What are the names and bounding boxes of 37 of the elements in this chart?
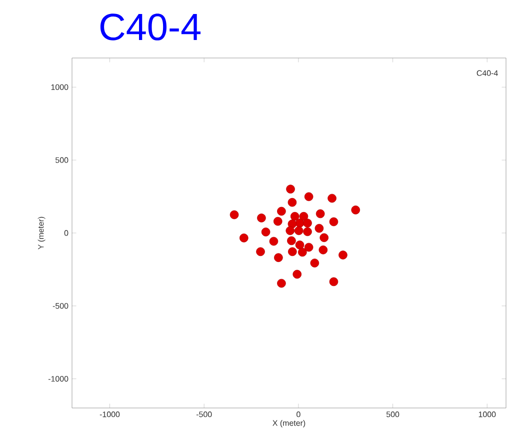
point	[338, 250, 348, 260]
point	[287, 236, 296, 246]
point	[288, 198, 297, 207]
point	[292, 270, 302, 279]
chart-title: C40-4	[100, 14, 201, 40]
point	[290, 212, 300, 221]
point	[351, 206, 360, 214]
point	[303, 227, 312, 236]
point	[288, 220, 297, 228]
point	[320, 233, 329, 242]
point	[240, 234, 248, 242]
point	[329, 277, 338, 286]
point	[316, 209, 325, 218]
point	[304, 242, 314, 252]
point	[273, 216, 282, 226]
point	[318, 246, 328, 254]
point	[257, 214, 266, 222]
point	[310, 258, 320, 268]
point	[286, 184, 295, 194]
point	[294, 226, 304, 236]
point	[299, 212, 308, 221]
point	[298, 248, 307, 257]
point	[303, 218, 312, 228]
point	[286, 226, 295, 236]
point	[329, 217, 338, 226]
point	[274, 253, 283, 262]
point	[261, 228, 270, 236]
point	[277, 206, 286, 216]
point	[256, 247, 265, 256]
point	[277, 278, 286, 288]
point	[230, 210, 239, 220]
point	[314, 224, 324, 233]
point	[304, 192, 314, 202]
point	[295, 240, 304, 250]
point	[288, 247, 297, 256]
point	[328, 194, 336, 203]
point	[269, 236, 278, 246]
